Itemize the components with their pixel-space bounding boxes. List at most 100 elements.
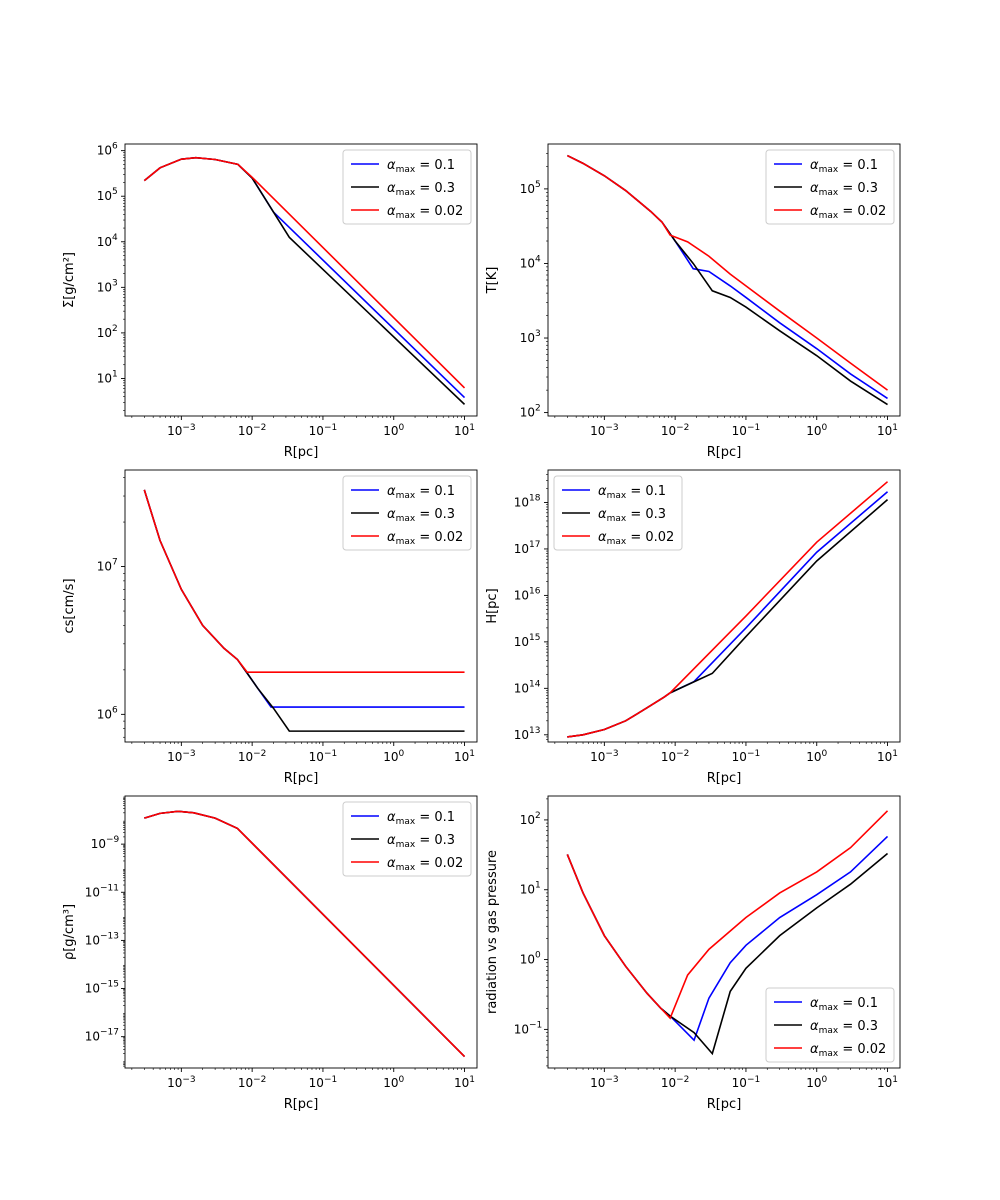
- legend-box: [342, 475, 472, 551]
- legend: αmax = 0.1 αmax = 0.3 αmax = 0.02: [765, 987, 895, 1063]
- legend-box: [765, 149, 895, 225]
- legend-entry: αmax = 0.1: [598, 484, 666, 501]
- x-tick-label: 10−1: [309, 1075, 338, 1090]
- legend-entry: αmax = 0.02: [387, 856, 463, 873]
- y-tick-exponent: 7: [112, 558, 118, 568]
- x-tick-label: 10−3: [167, 749, 196, 764]
- y-tick-label: 10: [97, 189, 112, 203]
- legend-entry: αmax = 0.3: [387, 833, 455, 850]
- y-tick-exponent: 4: [535, 254, 541, 264]
- y-tick-label: 10: [514, 635, 529, 649]
- y-tick-exponent: −17: [100, 1028, 119, 1038]
- series-line-3: [567, 481, 889, 738]
- legend-entry: αmax = 0.3: [598, 507, 666, 524]
- y-tick-exponent: −15: [100, 980, 119, 990]
- series-line-3: [143, 156, 466, 389]
- legend-entry: αmax = 0.1: [810, 996, 878, 1013]
- y-tick-exponent: 13: [529, 726, 540, 736]
- series-line-3: [566, 810, 889, 1020]
- series-line-3: [144, 810, 466, 1058]
- x-tick-label: 10−1: [309, 749, 338, 764]
- legend: αmax = 0.1 αmax = 0.3 αmax = 0.02: [553, 475, 683, 551]
- x-axis-label: R[pc]: [284, 771, 319, 786]
- y-tick-label: 10: [97, 144, 112, 158]
- y-tick-exponent: −13: [100, 931, 119, 941]
- y-tick-label: 10: [520, 182, 535, 196]
- y-tick-label: 10: [97, 707, 112, 721]
- x-tick-label: 10−3: [167, 1075, 196, 1090]
- legend-entry: αmax = 0.1: [810, 158, 878, 175]
- axes-frame: [124, 795, 478, 1069]
- legend-entry: αmax = 0.1: [387, 484, 455, 501]
- y-tick-exponent: 1: [535, 881, 541, 891]
- legend-entry: αmax = 0.02: [387, 204, 463, 221]
- x-tick-label: 101: [454, 1075, 475, 1090]
- y-tick-label: 10: [97, 371, 112, 385]
- y-axis-label: cs[cm/s]: [62, 578, 77, 633]
- y-tick-label: 10: [97, 280, 112, 294]
- y-tick-exponent: 17: [529, 540, 540, 550]
- x-tick-label: 100: [806, 423, 827, 438]
- y-tick-exponent: 15: [529, 633, 540, 643]
- x-tick-label: 10−3: [590, 1075, 619, 1090]
- y-tick-exponent: 2: [535, 811, 541, 821]
- y-tick-label: 10: [520, 256, 535, 270]
- y-axis-label: H[pc]: [485, 588, 500, 623]
- y-tick-exponent: 0: [535, 951, 541, 961]
- legend: αmax = 0.1 αmax = 0.3 αmax = 0.02: [342, 149, 472, 225]
- y-axis-label: T[K]: [485, 267, 500, 295]
- legend-box: [765, 987, 895, 1063]
- x-tick-label: 100: [383, 1075, 404, 1090]
- x-axis-label: R[pc]: [284, 1097, 319, 1112]
- legend-box: [342, 149, 472, 225]
- x-axis-label: R[pc]: [707, 1097, 742, 1112]
- legend: αmax = 0.1 αmax = 0.3 αmax = 0.02: [342, 475, 472, 551]
- y-tick-label: 10: [520, 813, 535, 827]
- y-tick-label: 10: [520, 953, 535, 967]
- legend-entry: αmax = 0.3: [387, 181, 455, 198]
- y-tick-label: 10: [514, 1022, 529, 1036]
- y-tick-exponent: 2: [112, 324, 118, 334]
- y-tick-exponent: 14: [529, 679, 541, 689]
- y-tick-label: 10: [514, 728, 529, 742]
- subplot-5: 10−3 10−2 10−1 100 10110−1710−1510−1310−1110…: [62, 795, 478, 1112]
- y-tick-exponent: 2: [535, 404, 541, 414]
- y-tick-exponent: −9: [106, 835, 120, 845]
- legend-entry: αmax = 0.1: [387, 810, 455, 827]
- x-tick-label: 10−2: [238, 423, 267, 438]
- x-tick-label: 101: [877, 749, 898, 764]
- x-tick-label: 10−1: [732, 1075, 761, 1090]
- x-tick-label: 101: [454, 749, 475, 764]
- y-tick-exponent: 4: [112, 233, 118, 243]
- legend-entry: αmax = 0.02: [810, 1042, 886, 1059]
- y-tick-exponent: 3: [112, 278, 118, 288]
- y-tick-label: 10: [520, 406, 535, 420]
- x-tick-label: 10−3: [167, 423, 196, 438]
- x-tick-label: 101: [877, 1075, 898, 1090]
- legend-entry: αmax = 0.1: [387, 158, 455, 175]
- series-line-3: [566, 154, 889, 391]
- legend-entry: αmax = 0.02: [387, 530, 463, 547]
- axes-frame: [124, 469, 478, 743]
- y-tick-label: 10: [85, 933, 100, 947]
- axes-frame: [547, 795, 901, 1069]
- legend-entry: αmax = 0.02: [810, 204, 886, 221]
- y-tick-label: 10: [85, 1030, 100, 1044]
- x-axis-label: R[pc]: [707, 771, 742, 786]
- y-tick-label: 10: [97, 235, 112, 249]
- y-axis-label: radiation vs gas pressure: [485, 850, 500, 1014]
- y-axis-label: ρ[g/cm³]: [62, 904, 77, 960]
- x-axis-label: R[pc]: [707, 445, 742, 460]
- y-tick-exponent: 3: [535, 329, 541, 339]
- x-tick-label: 10−1: [732, 749, 761, 764]
- legend-entry: αmax = 0.3: [810, 181, 878, 198]
- x-tick-label: 100: [806, 749, 827, 764]
- y-tick-exponent: −1: [529, 1020, 542, 1030]
- x-tick-label: 10−3: [590, 749, 619, 764]
- legend-entry: αmax = 0.3: [387, 507, 455, 524]
